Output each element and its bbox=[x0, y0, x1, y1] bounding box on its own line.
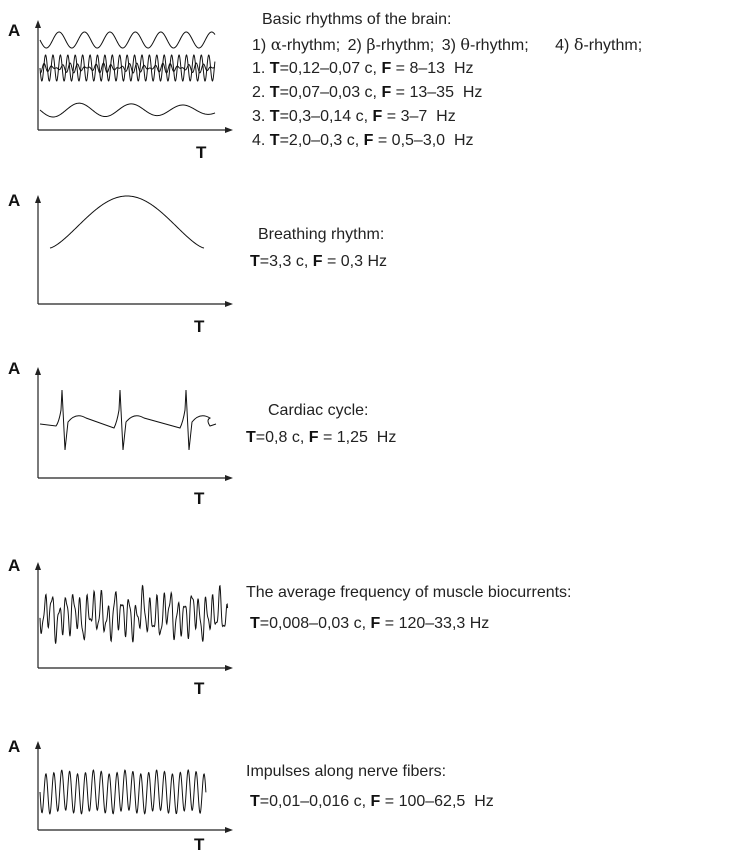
muscle-params: T=0,008–0,03 c, F = 120–33,3 Hz bbox=[250, 615, 490, 632]
cardiac-plot: A T bbox=[8, 359, 233, 508]
breathing-panel: A T Breathing rhythm: T=3,3 c, F = 0,3 H… bbox=[0, 180, 735, 340]
breathing-wave bbox=[49, 195, 205, 249]
brain-title: Basic rhythms of the brain: bbox=[262, 11, 452, 28]
x-axis-label: T bbox=[196, 143, 207, 162]
ecg-wave bbox=[39, 389, 217, 451]
breathing-title: Breathing rhythm: bbox=[258, 226, 385, 243]
rhythm-theta: 3) θ-rhythm; bbox=[441, 35, 529, 54]
cardiac-panel: A T Cardiac cycle: T=0,8 c, F = 1,25 Hz bbox=[0, 352, 735, 512]
nerve-impulse-wave bbox=[39, 768, 207, 815]
theta-wave bbox=[39, 102, 216, 118]
muscle-title: The average frequency of muscle biocurre… bbox=[246, 584, 572, 601]
y-axis-label: A bbox=[8, 21, 20, 40]
x-axis-label: T bbox=[194, 679, 205, 698]
y-axis-label: A bbox=[8, 737, 20, 756]
axes bbox=[35, 741, 233, 833]
breathing-params: T=3,3 c, F = 0,3 Hz bbox=[250, 253, 387, 270]
param-line-2: 2. T=0,07–0,03 c, F = 13–35 Hz bbox=[252, 84, 483, 101]
brain-params: 1. T=0,12–0,07 c, F = 8–13 Hz 2. T=0,07–… bbox=[252, 57, 482, 153]
y-axis-label: A bbox=[8, 191, 20, 210]
brain-rhythm-list: 1) α-rhythm; 2) β-rhythm; 3) θ-rhythm; 4… bbox=[252, 33, 645, 58]
param-line-1: 1. T=0,12–0,07 c, F = 8–13 Hz bbox=[252, 60, 474, 77]
breathing-plot: A T bbox=[8, 191, 233, 336]
x-axis-label: T bbox=[194, 489, 205, 508]
cardiac-params: T=0,8 c, F = 1,25 Hz bbox=[246, 429, 397, 446]
rhythm-beta: 2) β-rhythm; bbox=[347, 35, 435, 54]
nerve-panel: A T Impulses along nerve fibers: T=0,01–… bbox=[0, 730, 735, 854]
x-axis-label: T bbox=[194, 835, 205, 854]
axes bbox=[35, 562, 233, 671]
emg-wave bbox=[39, 584, 229, 644]
rhythm-alpha: 1) α-rhythm; bbox=[252, 35, 341, 54]
y-axis-label: A bbox=[8, 556, 20, 575]
cardiac-title: Cardiac cycle: bbox=[268, 402, 369, 419]
nerve-title: Impulses along nerve fibers: bbox=[246, 763, 447, 780]
muscle-panel: A T The average frequency of muscle bioc… bbox=[0, 545, 735, 705]
axes bbox=[35, 195, 233, 307]
nerve-plot: A T bbox=[8, 737, 233, 854]
param-line-3: 3. T=0,3–0,14 c, F = 3–7 Hz bbox=[252, 108, 456, 125]
axes bbox=[35, 367, 233, 481]
x-axis-label: T bbox=[194, 317, 205, 336]
axes bbox=[35, 20, 233, 133]
alpha-wave bbox=[39, 31, 216, 49]
beta-wave-envelope bbox=[39, 62, 216, 74]
y-axis-label: A bbox=[8, 359, 20, 378]
rhythm-delta: 4) δ-rhythm; bbox=[555, 35, 643, 54]
muscle-plot: A T bbox=[8, 556, 233, 698]
brain-rhythms-panel: A T Basic rhythms of the brain: 1) α-rhy… bbox=[0, 0, 735, 170]
nerve-params: T=0,01–0,016 c, F = 100–62,5 Hz bbox=[250, 793, 494, 810]
brain-rhythms-plot: A T bbox=[8, 20, 233, 162]
param-line-4: 4. T=2,0–0,3 c, F = 0,5–3,0 Hz bbox=[252, 132, 474, 149]
beta-wave bbox=[39, 54, 216, 82]
